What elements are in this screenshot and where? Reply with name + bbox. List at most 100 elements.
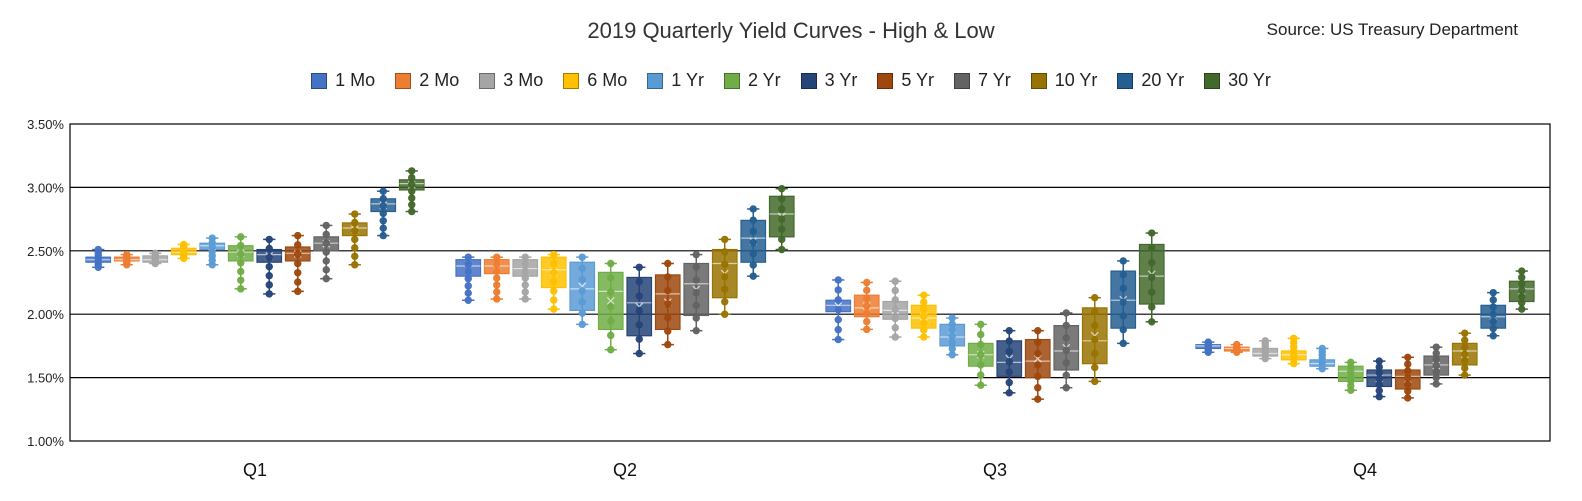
data-point xyxy=(1318,344,1326,353)
data-point xyxy=(1432,349,1440,357)
data-point xyxy=(1148,288,1156,296)
data-point xyxy=(578,264,586,273)
data-point xyxy=(863,286,871,295)
data-point xyxy=(977,351,985,359)
data-point xyxy=(977,320,985,329)
data-point xyxy=(1404,387,1412,395)
data-point xyxy=(1062,346,1070,355)
data-point xyxy=(1005,378,1013,387)
data-point xyxy=(1404,360,1412,368)
data-point xyxy=(1489,296,1497,304)
data-point xyxy=(1062,309,1070,317)
legend-item: 2 Yr xyxy=(723,70,781,91)
y-tick-label: 3.00% xyxy=(27,180,64,195)
data-point xyxy=(778,215,786,223)
data-point xyxy=(834,306,842,314)
data-point xyxy=(692,314,700,322)
data-point xyxy=(237,285,245,293)
data-point xyxy=(237,233,245,241)
data-point xyxy=(237,276,245,284)
data-point xyxy=(379,217,387,225)
data-point xyxy=(180,240,188,249)
data-point xyxy=(1062,321,1070,330)
legend-item: 20 Yr xyxy=(1117,70,1184,91)
data-point xyxy=(1034,372,1042,381)
data-point xyxy=(351,252,359,260)
data-point xyxy=(920,333,928,341)
data-point xyxy=(635,292,643,300)
data-point xyxy=(1432,343,1440,351)
legend-swatch xyxy=(563,72,580,89)
data-point xyxy=(1518,280,1526,288)
y-tick-label: 3.50% xyxy=(27,117,64,132)
legend-label: 7 Yr xyxy=(978,70,1011,90)
data-point xyxy=(607,331,615,340)
legend-swatch xyxy=(954,72,971,89)
data-point xyxy=(1034,349,1042,358)
data-point xyxy=(1148,303,1156,311)
data-point xyxy=(1489,288,1497,297)
data-point xyxy=(1518,286,1526,294)
data-point xyxy=(322,248,330,256)
data-point xyxy=(834,296,842,304)
data-point xyxy=(1432,374,1440,382)
data-point xyxy=(778,245,786,254)
data-point xyxy=(1461,343,1469,351)
data-point xyxy=(749,216,757,224)
data-point xyxy=(578,253,586,261)
data-point xyxy=(464,253,472,261)
data-point xyxy=(493,288,501,296)
data-point xyxy=(550,296,558,304)
data-point xyxy=(1148,229,1156,237)
data-point xyxy=(464,260,472,269)
data-point xyxy=(863,310,871,318)
data-point xyxy=(464,282,472,290)
data-point xyxy=(778,195,786,203)
data-point xyxy=(635,306,643,315)
data-point xyxy=(834,315,842,324)
data-point xyxy=(1062,371,1070,379)
legend-swatch xyxy=(479,72,496,89)
data-point xyxy=(294,287,302,296)
data-point xyxy=(891,333,899,341)
y-tick-label: 2.50% xyxy=(27,244,64,259)
data-point xyxy=(1119,312,1127,320)
data-point xyxy=(1489,324,1497,333)
data-point xyxy=(493,267,501,275)
data-point xyxy=(521,253,529,261)
data-point xyxy=(1148,273,1156,282)
data-point xyxy=(749,205,757,213)
data-point xyxy=(1461,350,1469,358)
data-point xyxy=(664,340,672,349)
data-point xyxy=(664,259,672,268)
data-point xyxy=(1034,395,1042,403)
data-point xyxy=(607,274,615,282)
source-note: Source: US Treasury Department xyxy=(1266,20,1518,39)
data-point xyxy=(834,325,842,334)
data-point xyxy=(1091,307,1099,316)
data-point xyxy=(607,346,615,354)
data-point xyxy=(265,272,273,280)
data-point xyxy=(322,257,330,265)
data-point xyxy=(778,205,786,213)
legend-item: 5 Yr xyxy=(877,70,934,91)
data-point xyxy=(749,227,757,236)
legend-swatch xyxy=(395,72,412,89)
data-point xyxy=(721,298,729,306)
legend-swatch xyxy=(1117,72,1134,89)
data-point xyxy=(749,250,757,258)
data-point xyxy=(1062,359,1070,367)
data-point xyxy=(948,332,956,341)
data-point xyxy=(265,281,273,289)
data-point xyxy=(1404,353,1412,362)
data-point xyxy=(550,269,558,277)
legend-label: 3 Mo xyxy=(503,70,544,90)
data-point xyxy=(464,274,472,283)
data-point xyxy=(379,194,387,203)
legend-item: 10 Yr xyxy=(1030,70,1097,91)
data-point xyxy=(1119,270,1127,279)
data-point xyxy=(607,317,615,325)
data-point xyxy=(265,262,273,271)
data-point xyxy=(294,231,302,240)
data-point xyxy=(265,244,273,253)
